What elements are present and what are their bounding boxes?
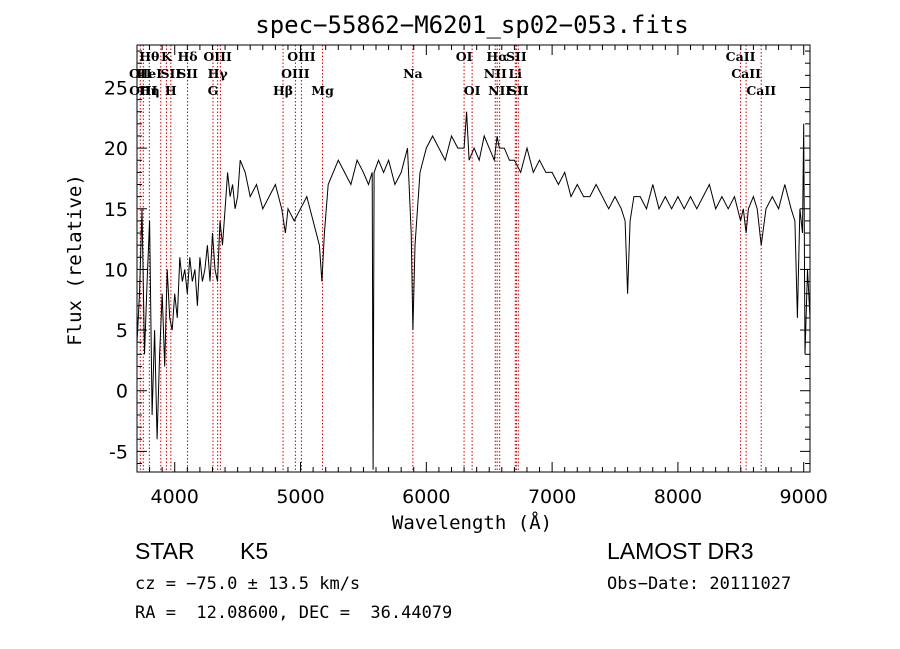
- coordinates: RA = 12.08600, DEC = 36.44079: [135, 603, 453, 623]
- line-marker-label: HeI: [137, 66, 163, 81]
- line-marker-label: OII: [129, 66, 152, 81]
- line-marker-label: OI: [464, 83, 481, 98]
- line-marker-label: K: [161, 49, 173, 64]
- line-marker-label: CaII: [726, 49, 756, 64]
- line-marker-label: NII: [484, 66, 507, 81]
- line-marker-label: Mg: [311, 83, 334, 98]
- y-tick-label: 20: [104, 138, 128, 160]
- object-subclass: K5: [240, 538, 269, 564]
- line-marker-label: Hδ: [177, 49, 197, 64]
- x-tick-label: 4000: [151, 486, 199, 508]
- y-tick-label: -5: [109, 441, 128, 463]
- line-marker-label: Hθ: [139, 49, 159, 64]
- chart-title: spec−55862−M6201_sp02−053.fits: [255, 11, 688, 39]
- line-marker-label: Hβ: [273, 83, 293, 98]
- y-tick-label: 25: [104, 77, 128, 99]
- line-marker-label: OIII: [281, 66, 310, 81]
- line-markers: [139, 45, 762, 472]
- line-marker-label: Li: [508, 66, 522, 81]
- line-marker-label: SII: [506, 49, 527, 64]
- observation-date: Obs−Date: 20111027: [607, 574, 792, 594]
- line-marker-labels: OIIOIIIHθHeIHηKSIIHHδSIIGOIIIHγHβOIIIOII…: [129, 49, 776, 98]
- x-tick-label: 8000: [654, 486, 702, 508]
- flux-series-line: [136, 111, 811, 470]
- y-tick-label: 5: [116, 320, 128, 342]
- y-tick-label: 0: [116, 381, 128, 403]
- y-tick-label: 15: [104, 199, 128, 221]
- line-marker-label: SII: [177, 66, 198, 81]
- line-marker-label: H: [165, 83, 177, 98]
- line-marker-label: CaII: [746, 83, 776, 98]
- y-axis-ticks: -5 0 5 10 15 20 25: [104, 50, 810, 465]
- line-marker-label: Hα: [486, 49, 508, 64]
- line-marker-label: OIII: [129, 83, 158, 98]
- object-class: STAR: [135, 538, 195, 564]
- line-marker-label: OIII: [287, 49, 316, 64]
- x-tick-label: 9000: [780, 486, 828, 508]
- survey-name: LAMOST DR3: [607, 538, 754, 564]
- x-tick-label: 7000: [528, 486, 576, 508]
- y-tick-label: 10: [104, 259, 128, 281]
- line-marker-label: Na: [403, 66, 423, 81]
- y-axis-label: Flux (relative): [64, 174, 86, 346]
- plot-frame: [136, 44, 811, 473]
- redshift-cz: cz = −75.0 ± 13.5 km/s: [135, 574, 361, 594]
- x-axis-label: Wavelength (Å): [392, 511, 552, 534]
- x-axis-ticks: 4000 5000 6000 7000 8000 9000: [136, 45, 828, 508]
- line-marker-label: SII: [508, 83, 529, 98]
- line-marker-label: NII: [488, 83, 511, 98]
- line-marker-label: OI: [456, 49, 473, 64]
- line-marker-label: CaII: [731, 66, 761, 81]
- line-marker-label: SII: [160, 66, 181, 81]
- x-tick-label: 5000: [276, 486, 324, 508]
- line-marker-label: Hγ: [208, 66, 229, 81]
- line-marker-label: G: [208, 83, 219, 98]
- line-marker-label: Hη: [139, 83, 160, 98]
- line-marker-label: OIII: [203, 49, 232, 64]
- x-tick-label: 6000: [402, 486, 450, 508]
